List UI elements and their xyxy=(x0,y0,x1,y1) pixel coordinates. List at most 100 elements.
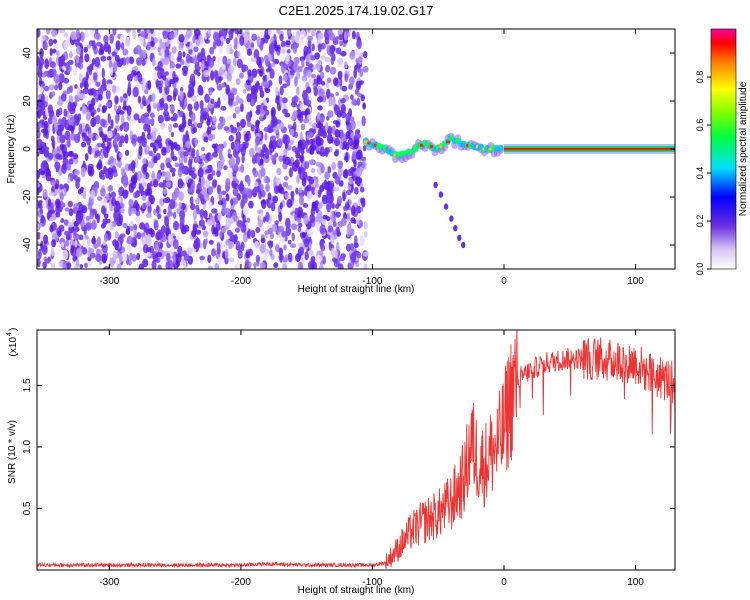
spectrogram-noise-cell xyxy=(67,176,71,184)
spectrogram-noise-cell xyxy=(303,214,309,225)
spectrogram-noise-cell xyxy=(141,95,146,106)
spectrogram-noise-cell xyxy=(67,124,73,131)
spectrogram-noise-cell xyxy=(346,212,351,222)
spectrogram-noise-cell xyxy=(297,226,302,233)
spectrogram-noise-cell xyxy=(59,238,66,245)
spectrogram-noise-cell xyxy=(220,83,226,88)
spectrogram-noise-cell xyxy=(210,70,215,81)
spectrogram-noise-cell xyxy=(320,42,326,50)
spectrogram-noise-cell xyxy=(51,139,56,149)
spectrogram-noise-cell xyxy=(87,256,92,262)
spectrogram-noise-cell xyxy=(123,93,128,99)
spectrogram-noise-cell xyxy=(266,68,271,74)
spectrogram-noise-cell xyxy=(138,246,143,252)
spectrogram-noise-cell xyxy=(188,158,193,168)
spectrogram-noise-cell xyxy=(250,42,255,48)
spectrogram-noise-cell xyxy=(72,153,79,160)
spectrogram-noise-cell xyxy=(346,243,351,252)
spectrogram-noise-cell xyxy=(152,72,158,82)
spectrogram-noise-cell xyxy=(353,139,359,150)
spectrogram-noise-cell xyxy=(351,98,357,106)
spectrogram-noise-cell xyxy=(301,59,305,68)
spectrogram-noise-cell xyxy=(199,243,204,249)
spectrogram-noise-cell xyxy=(246,48,252,56)
spectrogram-noise-cell xyxy=(37,248,42,260)
spectrogram-noise-cell xyxy=(255,254,261,263)
spectrogram-noise-cell xyxy=(85,71,90,82)
spectrogram-noise-cell xyxy=(165,223,170,233)
spectrogram-noise-cell xyxy=(327,93,335,98)
spectrogram-noise-cell xyxy=(303,67,307,78)
spectrogram-noise-cell xyxy=(174,162,180,168)
spectrogram-noise-cell xyxy=(344,61,348,69)
spectrogram-noise-cell xyxy=(278,155,284,162)
spectrogram-secondary-cell xyxy=(457,234,462,241)
spectrogram-noise-cell xyxy=(63,219,69,226)
spectrogram-noise-cell xyxy=(67,150,74,157)
spectrogram-secondary-cell xyxy=(433,181,438,189)
spectrogram-noise-cell xyxy=(207,173,213,181)
spectrogram-noise-cell xyxy=(280,186,285,195)
spectrogram-noise-cell xyxy=(230,141,235,150)
spectrogram-noise-cell xyxy=(60,218,65,223)
spectrogram-noise-cell xyxy=(356,149,363,160)
spectrogram-noise-cell xyxy=(197,192,203,199)
spectrogram-noise-cell xyxy=(150,136,157,142)
spectrogram-noise-cell xyxy=(135,57,143,66)
spectrogram-noise-cell xyxy=(211,208,218,214)
spectrogram-noise-cell xyxy=(170,104,175,115)
spectrogram-noise-cell xyxy=(171,46,177,54)
spectrogram-noise-cell xyxy=(172,76,179,82)
spectrogram-noise-cell xyxy=(190,203,196,211)
spectrogram-noise-cell xyxy=(135,210,141,217)
spectrogram-noise-cell xyxy=(232,171,237,177)
spectrogram-noise-cell xyxy=(139,222,146,230)
spectrogram-noise-cell xyxy=(74,239,78,248)
spectrogram-noise-cell xyxy=(217,143,224,154)
spectrogram-noise-cell xyxy=(203,136,209,143)
spectrogram-noise-cell xyxy=(287,239,292,245)
spectrogram-noise-cell xyxy=(85,222,92,231)
spectrogram-noise-cell xyxy=(236,58,243,69)
spectrogram-noise-cell xyxy=(195,229,202,235)
spectrogram-noise-cell xyxy=(204,93,210,104)
spectrogram-noise-cell xyxy=(65,262,72,269)
colorbar: 0.0 0.2 0.4 0.6 0.8 Normalized spectral ampl… xyxy=(695,28,749,275)
spectrogram-noise-cell xyxy=(37,86,44,93)
spectrogram-noise-cell xyxy=(78,234,84,241)
spectrogram-noise-cell xyxy=(101,107,107,114)
spectrogram-noise-cell xyxy=(285,40,291,46)
spectrogram-noise-cell xyxy=(225,37,231,45)
spectrogram-noise-cell xyxy=(180,251,187,257)
spectrogram-noise-cell xyxy=(283,175,289,181)
spectrogram-noise-cell xyxy=(317,96,324,103)
colorbar-label: Normalized spectral amplitude xyxy=(738,81,749,216)
spectrogram-noise-cell xyxy=(304,251,309,261)
spectrogram-secondary-cell xyxy=(453,225,458,232)
spectrogram-noise-cell xyxy=(186,247,193,255)
spectrogram-noise-cell xyxy=(336,226,340,237)
spectrogram-noise-cell xyxy=(119,233,126,239)
spectrogram-noise-cell xyxy=(267,192,272,201)
spectrogram-noise-cell xyxy=(206,117,210,127)
spectrogram-noise-cell xyxy=(332,187,340,192)
spectrogram-noise-cell xyxy=(88,65,93,76)
spectrogram-noise-cell xyxy=(356,97,361,106)
spectrogram-noise-cell xyxy=(196,122,203,129)
spectrogram-noise-cell xyxy=(166,252,171,262)
spectrogram-noise-cell xyxy=(207,254,212,263)
spectrogram-noise-cell xyxy=(58,73,65,84)
spectrogram-noise-cell xyxy=(306,190,313,200)
spectrogram-noise-cell xyxy=(322,95,327,103)
spectrogram-noise-cell xyxy=(261,199,267,209)
spectrogram-noise-cell xyxy=(63,32,68,38)
spectrogram-noise-cell xyxy=(282,182,287,187)
spectrogram-noise-cell xyxy=(330,210,335,222)
spectrogram-noise-cell xyxy=(159,71,165,76)
spectrogram-noise-cell xyxy=(41,244,48,255)
spectrogram-noise-cell xyxy=(314,52,321,60)
spectrogram-noise-cell xyxy=(180,214,185,226)
spectrogram-noise-cell xyxy=(39,232,44,243)
spectrogram-noise-cell xyxy=(347,31,351,38)
spectrogram-noise-cell xyxy=(141,195,147,202)
